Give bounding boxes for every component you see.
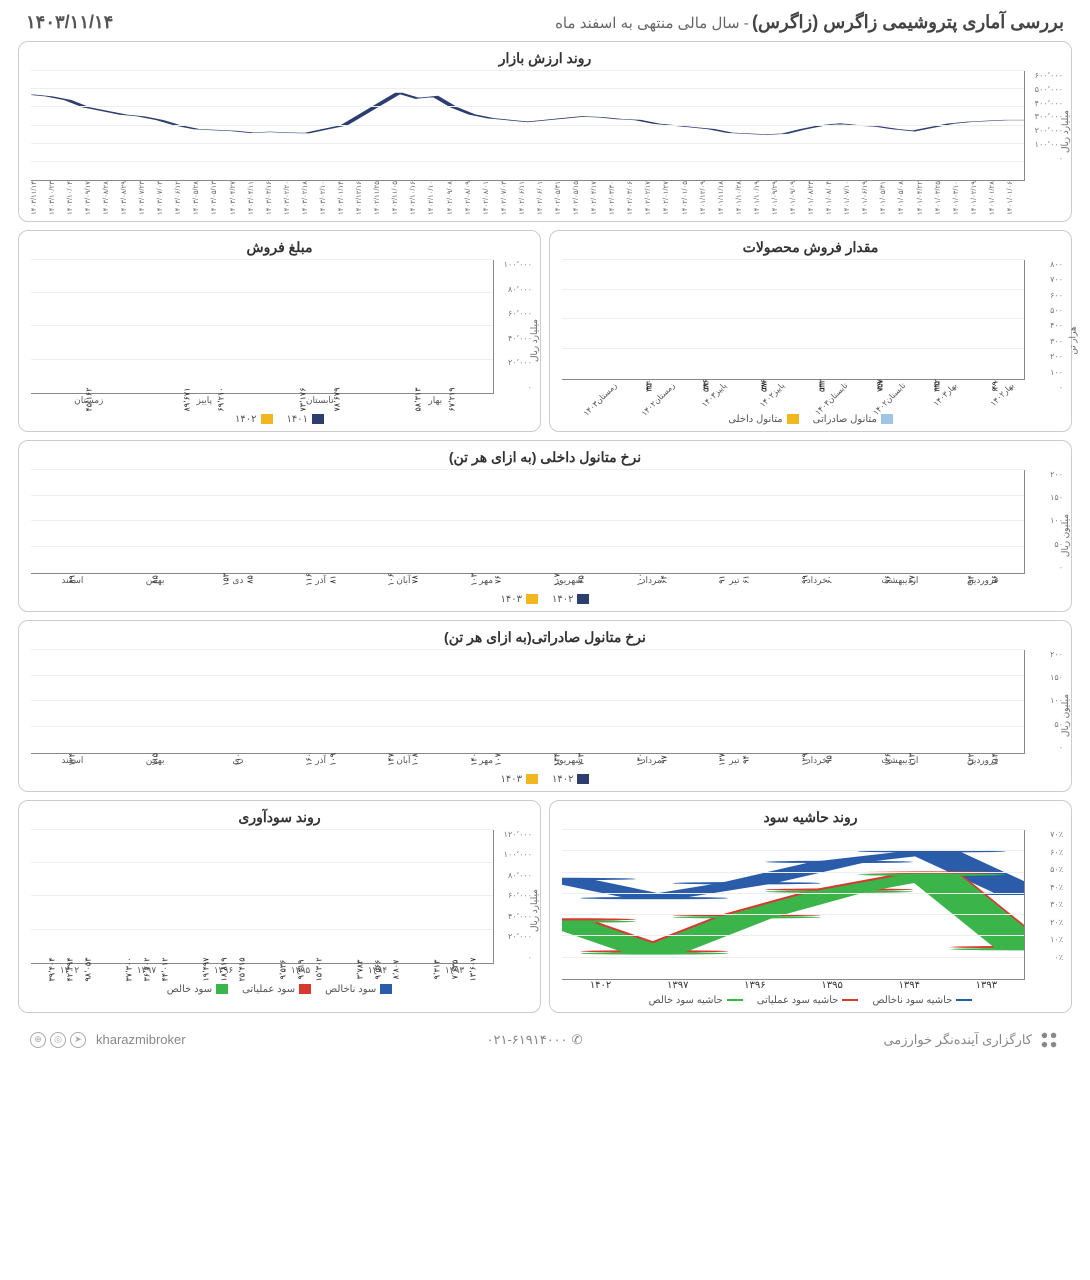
export-rate-chart: میلیون ریال ۲۰۰۱۵۰۱۰۰۵۰۰ ۱۱۴۱۲۲فروردین۱۱… — [31, 650, 1059, 770]
margin-trend-plot — [562, 830, 1025, 980]
dribbble-icon: ⊕ — [30, 1032, 46, 1048]
market-value-plot — [31, 71, 1025, 181]
page-title: بررسی آماری پتروشیمی زاگرس (زاگرس) — [752, 12, 1064, 32]
legend-net-profit: سود خالص — [167, 984, 228, 995]
report-date: ۱۴۰۳/۱۱/۱۴ — [26, 12, 113, 33]
legend-1401: ۱۴۰۱ — [287, 414, 324, 425]
social-handle: kharazmibroker — [96, 1032, 186, 1047]
domestic-rate-legend: ۱۴۰۲ ۱۴۰۳ — [31, 594, 1059, 605]
brand-name: کارگزاری آینده‌نگر خوارزمی — [883, 1032, 1032, 1048]
margin-trend-legend: حاشیه سود ناخالص حاشیه سود عملیاتی حاشیه… — [562, 995, 1059, 1006]
page-header: بررسی آماری پتروشیمی زاگرس (زاگرس) - سال… — [18, 12, 1072, 33]
legend-export: متانول صادراتی — [813, 414, 893, 425]
profit-trend-plot: ۱۳٬۶۰۷۷٬۶۳۵۹٬۳۱۳۱۳۹۳۸٬۸۰۷۹٬۵۶۶۳٬۷۸۳۱۳۹۴۱… — [31, 830, 494, 964]
sales-amount-plot: ۶۷٬۲۱۹۵۸٬۳۱۳بهار۷۸٬۶۷۹۷۳٬۱۷۶تابستان۶۹٬۲۱… — [31, 260, 494, 394]
sales-volume-yaxis: ۸۰۰۷۰۰۶۰۰۵۰۰۴۰۰۳۰۰۲۰۰۱۰۰۰ — [1050, 260, 1063, 392]
phone-icon: ✆ — [572, 1032, 583, 1048]
profit-trend-yaxis: ۱۲۰٬۰۰۰۱۰۰٬۰۰۰۸۰٬۰۰۰۶۰٬۰۰۰۴۰٬۰۰۰۲۰٬۰۰۰۰ — [504, 830, 532, 962]
legend-net-margin: حاشیه سود خالص — [649, 995, 743, 1006]
telegram-icon: ➤ — [70, 1032, 86, 1048]
legend-er-1402: ۱۴۰۲ — [552, 774, 589, 785]
footer-brand: کارگزاری آینده‌نگر خوارزمی — [883, 1029, 1060, 1051]
legend-domestic: متانول داخلی — [728, 414, 798, 425]
domestic-rate-yaxis: ۲۰۰۱۵۰۱۰۰۵۰۰ — [1050, 470, 1063, 572]
legend-op-profit: سود عملیاتی — [242, 984, 311, 995]
margin-trend-xaxis: ۱۳۹۳۱۳۹۴۱۳۹۵۱۳۹۶۱۳۹۷۱۴۰۲ — [562, 980, 1025, 991]
export-rate-title: نرخ متانول صادراتی(به ازای هر تن) — [31, 629, 1059, 646]
instagram-icon: ◎ — [50, 1032, 66, 1048]
sales-volume-plot: ۴۹۶۰۰بهار۱۴۰۲۲۵۴۴۲بهار۱۴۰۳۳۹۷۵۷تابستان۱۴… — [562, 260, 1025, 380]
sales-amount-chart: میلیارد ریال ۱۰۰٬۰۰۰۸۰٬۰۰۰۶۰٬۰۰۰۴۰٬۰۰۰۲۰… — [31, 260, 528, 410]
domestic-rate-panel: نرخ متانول داخلی (به ازای هر تن) میلیون … — [18, 440, 1072, 612]
brand-icon — [1038, 1029, 1060, 1051]
sales-volume-legend: متانول صادراتی متانول داخلی — [562, 414, 1059, 425]
market-value-title: روند ارزش بازار — [31, 50, 1059, 67]
sales-volume-chart: هزار تن ۸۰۰۷۰۰۶۰۰۵۰۰۴۰۰۳۰۰۲۰۰۱۰۰۰ ۴۹۶۰۰ب… — [562, 260, 1059, 410]
footer-phone: ✆ ۰۲۱-۶۱۹۱۴۰۰۰ — [487, 1032, 583, 1048]
margin-trend-panel: روند حاشیه سود ۷۰٪۶۰٪۵۰٪۴۰٪۳۰٪۲۰٪۱۰٪۰٪ ۱… — [549, 800, 1072, 1013]
profit-trend-legend: سود ناخالص سود عملیاتی سود خالص — [31, 984, 528, 995]
profit-trend-title: روند سودآوری — [31, 809, 528, 826]
export-rate-yaxis: ۲۰۰۱۵۰۱۰۰۵۰۰ — [1050, 650, 1063, 752]
market-value-panel: روند ارزش بازار میلیارد ریال ۶۰۰٬۰۰۰۵۰۰٬… — [18, 41, 1072, 222]
sales-volume-ylabel: هزار تن — [1067, 326, 1078, 354]
export-rate-panel: نرخ متانول صادراتی(به ازای هر تن) میلیون… — [18, 620, 1072, 792]
sales-amount-panel: مبلغ فروش میلیارد ریال ۱۰۰٬۰۰۰۸۰٬۰۰۰۶۰٬۰… — [18, 230, 541, 432]
legend-gross-profit: سود ناخالص — [325, 984, 392, 995]
legend-gross-margin: حاشیه سود ناخالص — [872, 995, 972, 1006]
legend-dr-1402: ۱۴۰۲ — [552, 594, 589, 605]
domestic-rate-chart: میلیون ریال ۲۰۰۱۵۰۱۰۰۵۰۰ ۷۶۹۴فروردین۶۷۹۶… — [31, 470, 1059, 590]
legend-op-margin: حاشیه سود عملیاتی — [757, 995, 859, 1006]
sales-volume-title: مقدار فروش محصولات — [562, 239, 1059, 256]
page-footer: کارگزاری آینده‌نگر خوارزمی ✆ ۰۲۱-۶۱۹۱۴۰۰… — [18, 1021, 1072, 1051]
market-value-chart: میلیارد ریال ۶۰۰٬۰۰۰۵۰۰٬۰۰۰۴۰۰٬۰۰۰۳۰۰٬۰۰… — [31, 71, 1059, 181]
legend-1402: ۱۴۰۲ — [235, 414, 272, 425]
market-value-yaxis: ۶۰۰٬۰۰۰۵۰۰٬۰۰۰۴۰۰٬۰۰۰۳۰۰٬۰۰۰۲۰۰٬۰۰۰۱۰۰٬۰… — [1035, 71, 1063, 163]
sales-amount-legend: ۱۴۰۱ ۱۴۰۲ — [31, 414, 528, 425]
export-rate-legend: ۱۴۰۲ ۱۴۰۳ — [31, 774, 1059, 785]
legend-dr-1403: ۱۴۰۳ — [501, 594, 538, 605]
footer-social: ⊕ ◎ ➤ kharazmibroker — [30, 1032, 186, 1048]
sales-amount-title: مبلغ فروش — [31, 239, 528, 256]
domestic-rate-title: نرخ متانول داخلی (به ازای هر تن) — [31, 449, 1059, 466]
market-value-xaxis: ۱۴۰۱/۰۱/۰۶۱۴۰۱/۰۱/۲۸۱۴۰۱/۰۲/۱۹۱۴۰۱/۰۳/۱۰… — [31, 181, 1025, 215]
page-subtitle: - سال مالی منتهی به اسفند ماه — [555, 15, 749, 32]
profit-trend-panel: روند سودآوری میلیارد ریال ۱۲۰٬۰۰۰۱۰۰٬۰۰۰… — [18, 800, 541, 1013]
domestic-rate-plot: ۷۶۹۴فروردین۶۷۹۶اردیبهشت۶۰۹۹خرداد۶۱۹۱تیر۶… — [31, 470, 1025, 574]
margin-trend-chart: ۷۰٪۶۰٪۵۰٪۴۰٪۳۰٪۲۰٪۱۰٪۰٪ — [562, 830, 1059, 980]
margin-trend-yaxis: ۷۰٪۶۰٪۵۰٪۴۰٪۳۰٪۲۰٪۱۰٪۰٪ — [1050, 830, 1063, 962]
sales-amount-yaxis: ۱۰۰٬۰۰۰۸۰٬۰۰۰۶۰٬۰۰۰۴۰٬۰۰۰۲۰٬۰۰۰۰ — [504, 260, 532, 392]
margin-trend-title: روند حاشیه سود — [562, 809, 1059, 826]
profit-trend-chart: میلیارد ریال ۱۲۰٬۰۰۰۱۰۰٬۰۰۰۸۰٬۰۰۰۶۰٬۰۰۰۴… — [31, 830, 528, 980]
sales-volume-panel: مقدار فروش محصولات هزار تن ۸۰۰۷۰۰۶۰۰۵۰۰۴… — [549, 230, 1072, 432]
export-rate-plot: ۱۱۴۱۲۲فروردین۱۱۳۱۲۶اردیبهشت۹۵۱۲۹خرداد۹۴۱… — [31, 650, 1025, 754]
legend-er-1403: ۱۴۰۳ — [501, 774, 538, 785]
